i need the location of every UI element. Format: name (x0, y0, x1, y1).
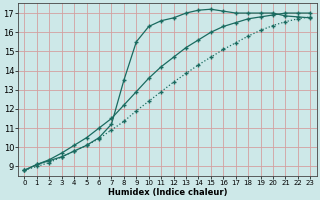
X-axis label: Humidex (Indice chaleur): Humidex (Indice chaleur) (108, 188, 227, 197)
